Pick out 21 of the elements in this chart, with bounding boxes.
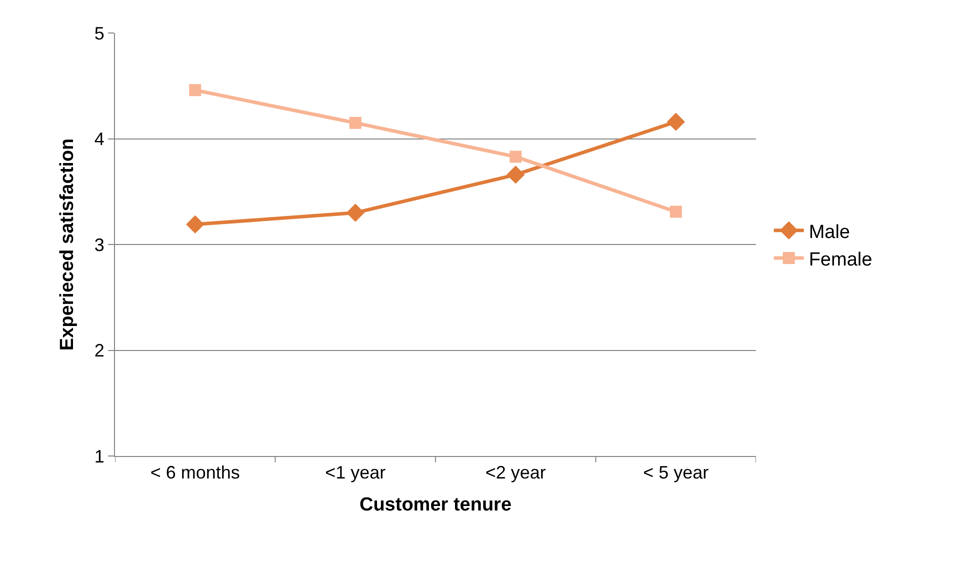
- point: [186, 215, 204, 234]
- y-tick-label: 3: [94, 234, 104, 255]
- y-axis-title: Experieced satisfaction: [57, 138, 78, 351]
- x-tick-label: <1 year: [325, 462, 386, 483]
- y-tick-label: 4: [94, 129, 104, 150]
- point: [349, 116, 362, 129]
- point: [189, 84, 202, 96]
- point: [506, 166, 525, 184]
- x-axis-title: Customer tenure: [359, 494, 512, 516]
- point: [670, 206, 682, 218]
- y-tick-label: 2: [94, 340, 104, 361]
- legend-label: Female: [808, 249, 872, 270]
- legend-label: Male: [808, 222, 850, 243]
- y-tick-label: 1: [94, 446, 104, 466]
- point: [510, 150, 522, 163]
- x-tick-label: < 6 months: [150, 462, 240, 483]
- x-tick-label: < 5 year: [643, 462, 709, 483]
- point: [346, 204, 364, 222]
- point: [666, 112, 685, 131]
- x-tick-label: <2 year: [485, 462, 546, 483]
- y-tick-label: 5: [94, 23, 104, 44]
